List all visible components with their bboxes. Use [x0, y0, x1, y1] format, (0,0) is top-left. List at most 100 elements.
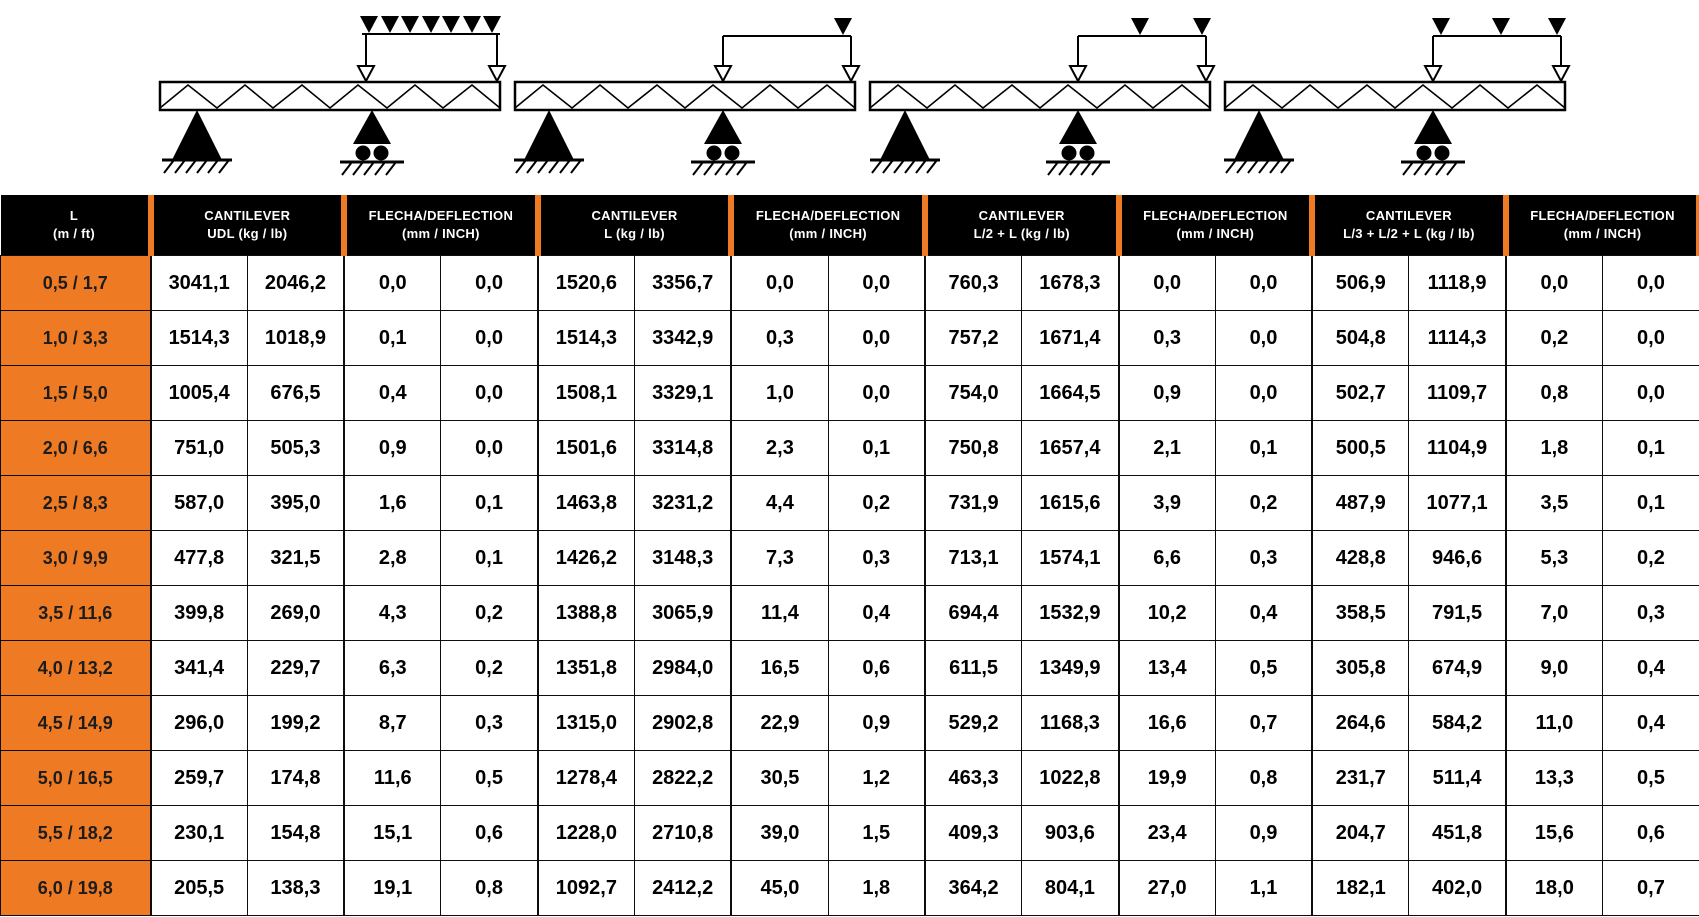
value-cell: 4,3: [343, 585, 442, 641]
roller-support-icon: [1044, 108, 1112, 177]
value-cell: 409,3: [923, 805, 1023, 861]
value-cell: 0,4: [343, 365, 442, 421]
value-cell: 2046,2: [246, 255, 345, 311]
pinned-support-icon: [1222, 108, 1296, 175]
value-cell: 0,2: [440, 640, 539, 696]
table-row: 1,0 / 3,3 1514,3 1018,9 0,1 0,0 1514,3 3342,9 0…: [0, 310, 1699, 366]
value-cell: 751,0: [149, 420, 248, 476]
value-cell: 1615,6: [1021, 475, 1120, 531]
load-arrow-icon: [488, 65, 506, 82]
header-group-2: FLECHA/DEFLECTION (mm / INCH): [341, 195, 538, 256]
value-cell: 0,9: [1117, 365, 1216, 421]
value-cell: 2,8: [343, 530, 442, 586]
value-cell: 269,0: [246, 585, 345, 641]
value-cell: 0,0: [827, 365, 926, 421]
value-cell: 451,8: [1408, 805, 1507, 861]
value-cell: 402,0: [1408, 860, 1507, 916]
value-cell: 1351,8: [536, 640, 635, 696]
roller-support-icon: [338, 108, 406, 177]
value-cell: 9,0: [1504, 640, 1604, 696]
value-cell: 3356,7: [634, 255, 732, 311]
value-cell: 946,6: [1408, 530, 1507, 586]
table-row: 2,0 / 6,6 751,0 505,3 0,9 0,0 1501,6 3314,8 2,3…: [0, 420, 1699, 476]
value-cell: 39,0: [730, 805, 829, 861]
row-label: 3,0 / 9,9: [0, 530, 151, 586]
value-cell: 230,1: [149, 805, 248, 861]
table-row: 3,0 / 9,9 477,8 321,5 2,8 0,1 1426,2 3148,3 7,3…: [0, 530, 1699, 586]
row-label: 3,5 / 11,6: [0, 585, 151, 641]
value-cell: 1,1: [1214, 860, 1313, 916]
value-cell: 7,0: [1504, 585, 1604, 641]
value-cell: 504,8: [1311, 310, 1410, 366]
value-cell: 0,3: [1214, 530, 1313, 586]
value-cell: 138,3: [246, 860, 345, 916]
header-group-8: FLECHA/DEFLECTION (mm / INCH): [1502, 195, 1699, 256]
diagram-cantilever-udl: [158, 16, 506, 177]
value-cell: 3148,3: [634, 530, 732, 586]
value-cell: 27,0: [1117, 860, 1216, 916]
value-cell: 1104,9: [1408, 420, 1507, 476]
point-load-icon: [1432, 18, 1450, 35]
value-cell: 0,0: [1602, 365, 1699, 421]
value-cell: 0,2: [827, 475, 926, 531]
row-label: 4,5 / 14,9: [0, 695, 151, 751]
pinned-support-icon: [868, 108, 942, 175]
value-cell: 3329,1: [634, 365, 732, 421]
value-cell: 0,0: [1214, 310, 1313, 366]
table-row: 4,0 / 13,2 341,4 229,7 6,3 0,2 1351,8 2984,0 16…: [0, 640, 1699, 696]
value-cell: 0,7: [1214, 695, 1313, 751]
value-cell: 0,6: [1602, 805, 1699, 861]
load-bracket: [1432, 35, 1562, 66]
table-row: 1,5 / 5,0 1005,4 676,5 0,4 0,0 1508,1 3329,1 1,…: [0, 365, 1699, 421]
value-cell: 259,7: [149, 750, 248, 806]
value-cell: 0,9: [827, 695, 926, 751]
value-cell: 182,1: [1311, 860, 1410, 916]
value-cell: 395,0: [246, 475, 345, 531]
header-row: L (m / ft) CANTILEVER UDL (kg / lb) FLECHA/D…: [0, 195, 1699, 256]
value-cell: 1005,4: [149, 365, 248, 421]
value-cell: 13,3: [1504, 750, 1604, 806]
row-label: 5,0 / 16,5: [0, 750, 151, 806]
value-cell: 0,0: [1504, 255, 1604, 311]
value-cell: 0,9: [343, 420, 442, 476]
value-cell: 1532,9: [1021, 585, 1120, 641]
diagram-cantilever-loads-L3-L2-L: [1222, 18, 1570, 177]
value-cell: 1,8: [827, 860, 926, 916]
value-cell: 0,4: [1602, 695, 1699, 751]
udl-arrows-icon: [360, 16, 501, 33]
value-cell: 0,0: [1602, 310, 1699, 366]
truss-beam: [158, 80, 502, 112]
value-cell: 2902,8: [634, 695, 732, 751]
value-cell: 0,5: [440, 750, 539, 806]
value-cell: 0,0: [440, 420, 539, 476]
value-cell: 529,2: [923, 695, 1023, 751]
value-cell: 341,4: [149, 640, 248, 696]
row-label: 0,5 / 1,7: [0, 255, 151, 311]
value-cell: 1092,7: [536, 860, 635, 916]
value-cell: 8,7: [343, 695, 442, 751]
header-group-5: CANTILEVER L/2 + L (kg / lb): [921, 195, 1119, 256]
value-cell: 1168,3: [1021, 695, 1120, 751]
value-cell: 694,4: [923, 585, 1023, 641]
value-cell: 903,6: [1021, 805, 1120, 861]
value-cell: 205,5: [149, 860, 248, 916]
value-cell: 16,5: [730, 640, 829, 696]
table-row: 4,5 / 14,9 296,0 199,2 8,7 0,3 1315,0 2902,8 22…: [0, 695, 1699, 751]
value-cell: 791,5: [1408, 585, 1507, 641]
header-l-column: L (m / ft): [0, 195, 151, 256]
value-cell: 0,4: [1214, 585, 1313, 641]
value-cell: 1278,4: [536, 750, 635, 806]
value-cell: 0,0: [1214, 255, 1313, 311]
header-group-1: CANTILEVER UDL (kg / lb): [147, 195, 345, 256]
value-cell: 428,8: [1311, 530, 1410, 586]
value-cell: 760,3: [923, 255, 1023, 311]
value-cell: 1022,8: [1021, 750, 1120, 806]
value-cell: 11,0: [1504, 695, 1604, 751]
value-cell: 2710,8: [634, 805, 732, 861]
load-arrow-icon: [714, 65, 732, 82]
value-cell: 0,2: [1602, 530, 1699, 586]
value-cell: 0,0: [343, 255, 442, 311]
value-cell: 1463,8: [536, 475, 635, 531]
table-header: L (m / ft) CANTILEVER UDL (kg / lb) FLECHA/D…: [0, 195, 1699, 256]
value-cell: 174,8: [246, 750, 345, 806]
